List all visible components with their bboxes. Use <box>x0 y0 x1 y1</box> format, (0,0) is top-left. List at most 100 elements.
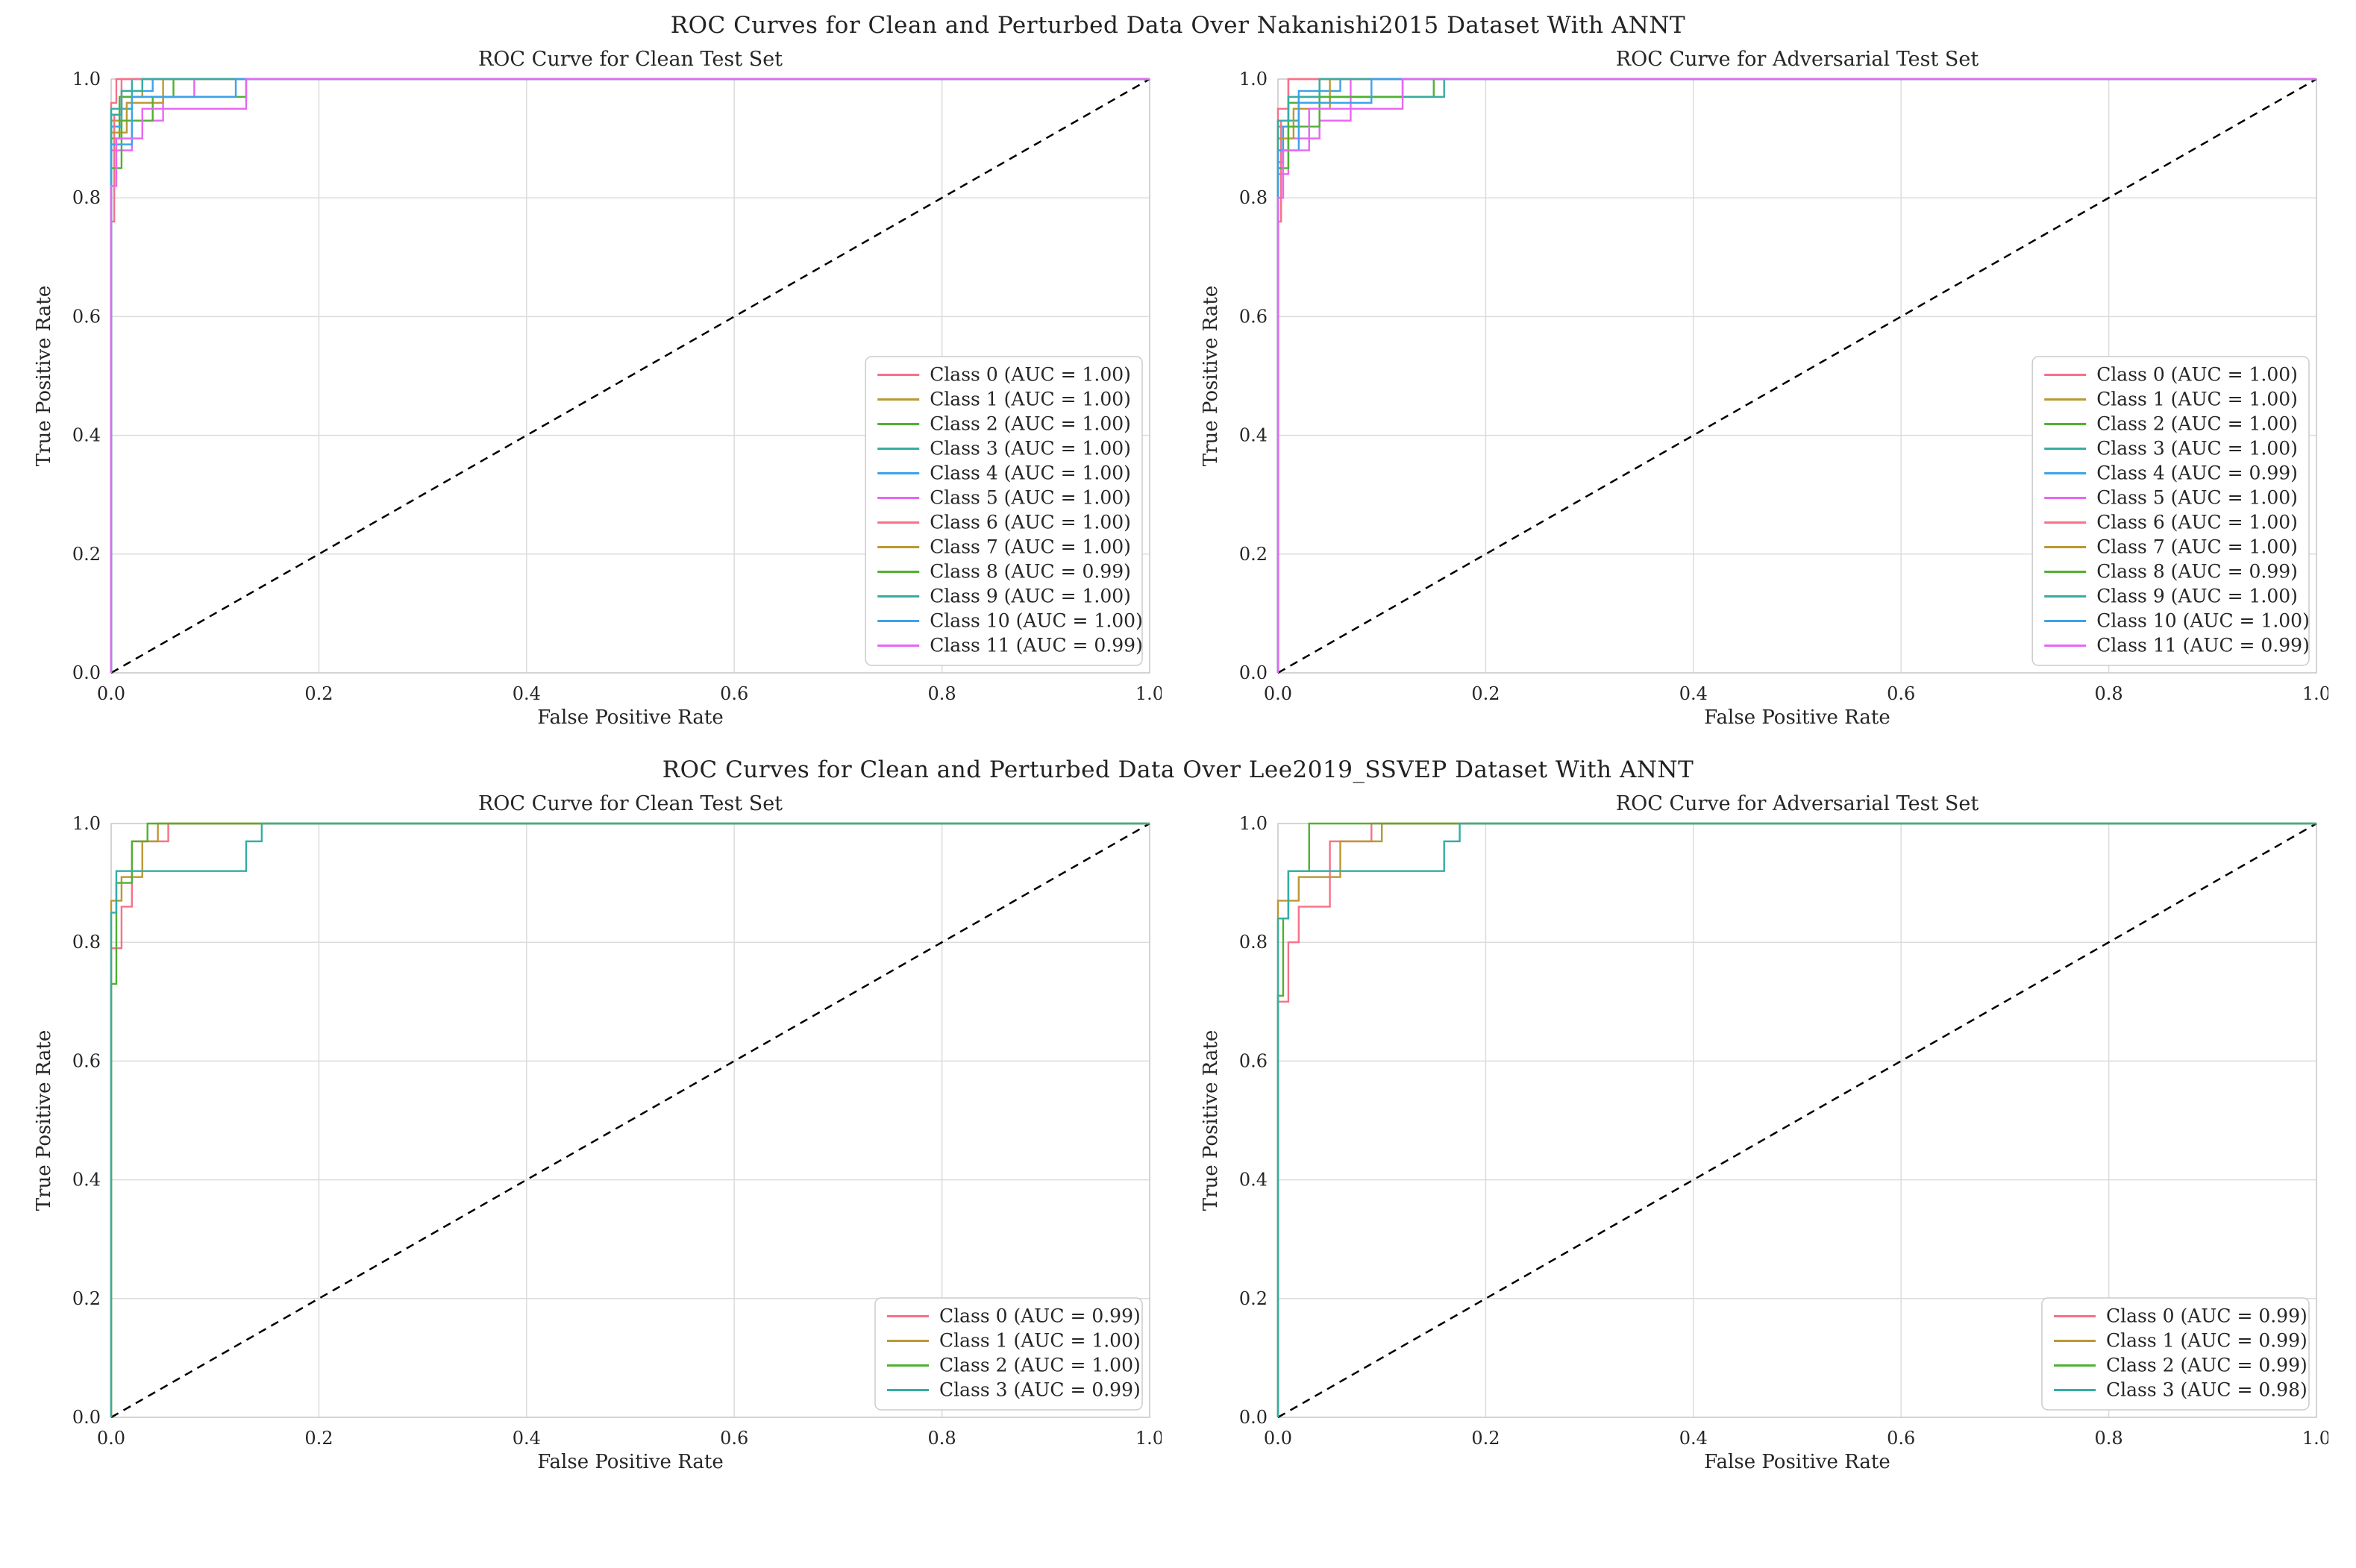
legend-label-1: Class 1 (AUC = 1.00) <box>930 389 1131 410</box>
legend-label-7: Class 7 (AUC = 1.00) <box>930 536 1131 558</box>
subplot-title: ROC Curve for Clean Test Set <box>478 792 783 815</box>
legend-label-3: Class 3 (AUC = 0.99) <box>939 1379 1141 1401</box>
svg-text:0.2: 0.2 <box>1239 1288 1268 1309</box>
legend-entry-6: Class 6 (AUC = 1.00) <box>877 512 1131 533</box>
legend-label-8: Class 8 (AUC = 0.99) <box>2096 561 2298 583</box>
legend-label-7: Class 7 (AUC = 1.00) <box>2096 536 2298 558</box>
roc-curve-series-2 <box>110 822 1150 1417</box>
legend-entry-10: Class 10 (AUC = 1.00) <box>2044 610 2310 632</box>
svg-text:0.4: 0.4 <box>1679 683 1708 704</box>
legend-label-2: Class 2 (AUC = 0.99) <box>2106 1355 2308 1376</box>
figure-suptitle-lee2019-ssvep: ROC Curves for Clean and Perturbed Data … <box>662 756 1694 783</box>
svg-text:0.8: 0.8 <box>72 932 101 953</box>
svg-text:0.4: 0.4 <box>1679 1428 1708 1449</box>
chance-diagonal-line <box>110 822 1150 1419</box>
svg-text:0.2: 0.2 <box>304 683 333 704</box>
svg-text:0.6: 0.6 <box>720 1428 748 1449</box>
chart-lee2019-ssvep-adversarial: 0.0 0.2 0.4 0.6 0.8 1.0 0.0 0.2 0.4 0.6 0.8 1.0 Fals… <box>1194 788 2331 1481</box>
svg-text:1.0: 1.0 <box>2302 1428 2328 1449</box>
svg-text:0.0: 0.0 <box>1239 662 1268 683</box>
legend-entry-4: Class 4 (AUC = 0.99) <box>2044 462 2298 484</box>
legend-entry-8: Class 8 (AUC = 0.99) <box>2044 561 2298 583</box>
legend-label-9: Class 9 (AUC = 1.00) <box>2096 586 2298 607</box>
svg-text:0.0: 0.0 <box>72 662 101 683</box>
legend-label-1: Class 1 (AUC = 1.00) <box>939 1330 1141 1352</box>
legend-entry-5: Class 5 (AUC = 1.00) <box>877 487 1131 509</box>
legend-label-6: Class 6 (AUC = 1.00) <box>2096 512 2298 533</box>
chart-row-nakanishi2015: 0.0 0.2 0.4 0.6 0.8 1.0 0.0 0.2 0.4 0.6 0.8 1.0 Fals… <box>0 43 2356 737</box>
chance-diagonal-line <box>1277 78 2317 674</box>
legend-label-5: Class 5 (AUC = 1.00) <box>2096 487 2298 509</box>
svg-text:1.0: 1.0 <box>1239 813 1268 834</box>
legend: Class 0 (AUC = 1.00) Class 1 (AUC = 1.00)… <box>2031 356 2310 666</box>
tick-labels: 0.0 0.2 0.4 0.6 0.8 1.0 0.0 0.2 0.4 0.6 0.8 1.0 <box>1239 69 2331 704</box>
legend-label-0: Class 0 (AUC = 1.00) <box>930 364 1131 386</box>
figure-suptitle-nakanishi2015: ROC Curves for Clean and Perturbed Data … <box>670 12 1686 39</box>
roc-curves <box>1276 822 2316 1417</box>
svg-text:1.0: 1.0 <box>1135 683 1162 704</box>
legend-label-3: Class 3 (AUC = 0.98) <box>2106 1379 2308 1401</box>
legend-entry-9: Class 9 (AUC = 1.00) <box>877 586 1131 607</box>
legend-label-4: Class 4 (AUC = 1.00) <box>930 462 1131 484</box>
roc-curve-series-5 <box>110 78 1150 673</box>
svg-text:0.2: 0.2 <box>1471 683 1500 704</box>
roc-curves <box>1276 78 2316 673</box>
legend-entry-3: Class 3 (AUC = 1.00) <box>877 438 1131 460</box>
svg-text:0.8: 0.8 <box>72 187 101 208</box>
chance-diagonal-line <box>110 78 1150 674</box>
legend-entry-1: Class 1 (AUC = 1.00) <box>887 1330 1141 1352</box>
legend-entry-9: Class 9 (AUC = 1.00) <box>2044 586 2298 607</box>
legend-label-3: Class 3 (AUC = 1.00) <box>2096 438 2298 460</box>
svg-text:1.0: 1.0 <box>72 813 101 834</box>
legend-label-10: Class 10 (AUC = 1.00) <box>930 610 1143 632</box>
chance-diagonal-line <box>1277 822 2317 1419</box>
legend-label-1: Class 1 (AUC = 0.99) <box>2106 1330 2308 1352</box>
legend: Class 0 (AUC = 0.99) Class 1 (AUC = 1.00)… <box>874 1297 1143 1411</box>
roc-figures-page: ROC Curves for Clean and Perturbed Data … <box>0 12 2356 1481</box>
svg-text:0.6: 0.6 <box>1239 306 1268 327</box>
svg-text:0.0: 0.0 <box>1264 1428 1292 1449</box>
roc-curves <box>110 822 1150 1417</box>
legend-box <box>2041 1297 2310 1411</box>
legend-entry-2: Class 2 (AUC = 1.00) <box>877 413 1131 435</box>
x-axis-label: False Positive Rate <box>1704 1451 1890 1473</box>
x-axis-label: False Positive Rate <box>537 1451 723 1473</box>
svg-text:0.0: 0.0 <box>97 1428 125 1449</box>
roc-curve-series-3 <box>1276 822 2316 1417</box>
legend-entry-0: Class 0 (AUC = 1.00) <box>2044 364 2298 386</box>
svg-text:0.8: 0.8 <box>2095 683 2123 704</box>
roc-curve-series-9 <box>110 78 1150 673</box>
legend-entry-8: Class 8 (AUC = 0.99) <box>877 561 1131 583</box>
legend-entry-1: Class 1 (AUC = 1.00) <box>2044 389 2298 410</box>
svg-text:1.0: 1.0 <box>1239 69 1268 90</box>
legend-entry-7: Class 7 (AUC = 1.00) <box>877 536 1131 558</box>
legend: Class 0 (AUC = 1.00) Class 1 (AUC = 1.00)… <box>865 356 1143 666</box>
legend-entry-5: Class 5 (AUC = 1.00) <box>2044 487 2298 509</box>
tick-labels: 0.0 0.2 0.4 0.6 0.8 1.0 0.0 0.2 0.4 0.6 0.8 1.0 <box>72 813 1164 1449</box>
roc-chart-svg-nakanishi2015-clean: 0.0 0.2 0.4 0.6 0.8 1.0 0.0 0.2 0.4 0.6 0.8 1.0 Fals… <box>33 48 1164 729</box>
svg-text:0.2: 0.2 <box>72 1288 101 1309</box>
legend-entry-10: Class 10 (AUC = 1.00) <box>877 610 1143 632</box>
svg-text:0.6: 0.6 <box>72 1050 101 1071</box>
svg-text:0.4: 0.4 <box>1239 1170 1268 1191</box>
svg-text:0.0: 0.0 <box>1239 1407 1268 1428</box>
svg-text:0.4: 0.4 <box>72 425 101 446</box>
legend-label-0: Class 0 (AUC = 0.99) <box>2106 1305 2308 1327</box>
legend-box <box>874 1297 1143 1411</box>
x-axis-label: False Positive Rate <box>537 706 723 729</box>
svg-text:1.0: 1.0 <box>1135 1428 1162 1449</box>
legend-entry-11: Class 11 (AUC = 0.99) <box>2044 635 2310 656</box>
svg-text:0.8: 0.8 <box>1239 187 1268 208</box>
legend-entry-1: Class 1 (AUC = 1.00) <box>877 389 1131 410</box>
legend-label-3: Class 3 (AUC = 1.00) <box>930 438 1131 460</box>
svg-text:0.8: 0.8 <box>928 1428 956 1449</box>
chart-row-lee2019-ssvep: 0.0 0.2 0.4 0.6 0.8 1.0 0.0 0.2 0.4 0.6 0.8 1.0 Fals… <box>0 788 2356 1481</box>
svg-text:0.6: 0.6 <box>720 683 748 704</box>
roc-curve-series-10 <box>1276 78 2316 673</box>
svg-text:0.2: 0.2 <box>1239 544 1268 565</box>
tick-labels: 0.0 0.2 0.4 0.6 0.8 1.0 0.0 0.2 0.4 0.6 0.8 1.0 <box>1239 813 2331 1449</box>
svg-text:0.4: 0.4 <box>72 1170 101 1191</box>
legend-label-2: Class 2 (AUC = 1.00) <box>930 413 1131 435</box>
roc-curves <box>110 78 1150 673</box>
legend-entry-2: Class 2 (AUC = 0.99) <box>2054 1355 2308 1376</box>
